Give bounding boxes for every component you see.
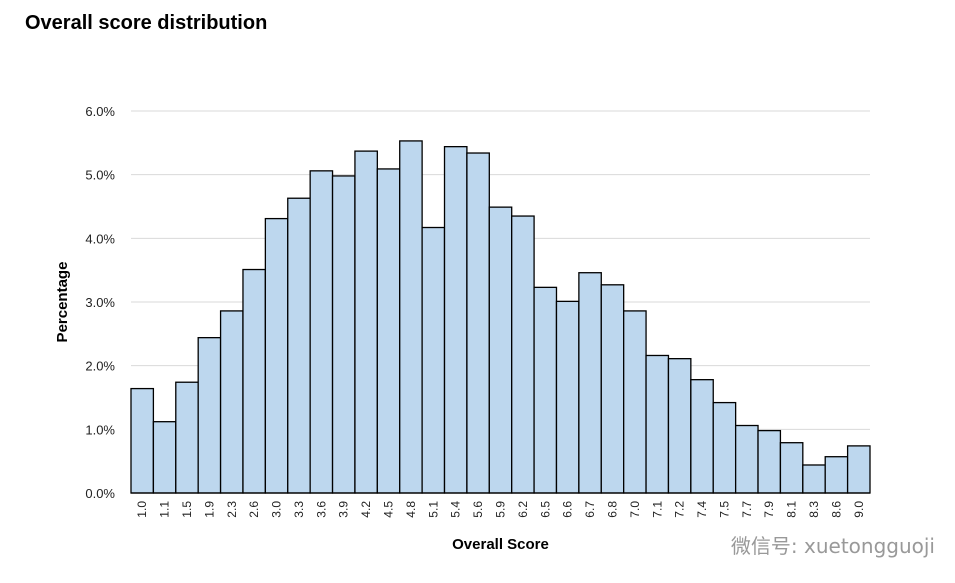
x-tick-label: 8.3	[807, 501, 821, 518]
bar-4.2	[354, 150, 378, 494]
y-tick-label: 4.0%	[85, 231, 115, 246]
bar-3.3	[287, 197, 311, 494]
bar-6.2	[511, 215, 535, 494]
x-tick-label: 1.1	[158, 501, 172, 518]
bar-2.3	[219, 310, 244, 494]
bar-6.5	[533, 286, 558, 494]
x-tick-label: 7.2	[673, 501, 687, 518]
x-tick-label: 5.6	[471, 501, 485, 518]
bar-1.1	[152, 421, 177, 494]
bar-5.6	[466, 152, 490, 494]
x-tick-label: 1.9	[202, 501, 216, 518]
x-tick-label: 8.1	[785, 501, 799, 518]
watermark-text: 微信号: xuetongguoji	[730, 534, 935, 558]
x-tick-label: 7.9	[762, 501, 776, 518]
x-tick-label: 7.7	[740, 501, 754, 518]
x-tick-label: 2.3	[225, 501, 239, 518]
y-tick-labels: 0.0% 1.0% 2.0% 3.0% 4.0% 5.0% 6.0%	[85, 104, 115, 501]
bar-3.6	[309, 170, 334, 494]
x-tick-label: 9.0	[852, 501, 866, 518]
bars	[130, 140, 871, 494]
bar-7.5	[712, 401, 737, 494]
y-axis-label: Percentage	[54, 262, 71, 343]
x-tick-label: 4.5	[382, 501, 396, 518]
bar-7.7	[734, 424, 759, 494]
x-tick-label: 3.0	[270, 501, 284, 518]
bar-7.9	[757, 429, 782, 494]
bar-6.8	[600, 284, 625, 494]
x-tick-label: 6.7	[583, 501, 597, 518]
x-tick-label: 7.4	[695, 501, 709, 518]
bar-5.1	[421, 226, 446, 494]
bar-8.6	[824, 456, 849, 494]
y-tick-label: 5.0%	[85, 168, 115, 183]
x-tick-label: 3.6	[314, 501, 328, 518]
x-tick-label: 5.9	[494, 501, 508, 518]
bar-8.1	[779, 442, 804, 494]
bar-8.3	[802, 464, 826, 494]
bar-9.0	[846, 445, 871, 494]
bar-7.4	[690, 379, 714, 494]
bar-6.6	[555, 300, 580, 494]
x-tick-label: 1.0	[135, 501, 149, 518]
y-tick-label: 2.0%	[85, 359, 115, 374]
bar-2.6	[242, 268, 267, 494]
x-tick-label: 2.6	[247, 501, 261, 518]
bar-1.0	[130, 387, 155, 494]
x-tick-labels: 1.0 1.1 1.5 1.9 2.3 2.6 3.0 3.3 3.6 3.9 4.2 4.5 4.8 5…	[135, 501, 866, 518]
bar-5.9	[488, 206, 513, 494]
x-axis-label: Overall Score	[452, 536, 549, 553]
bar-4.5	[376, 168, 401, 494]
x-tick-label: 1.5	[180, 501, 194, 518]
x-tick-label: 5.4	[449, 501, 463, 518]
bar-1.9	[197, 337, 222, 494]
x-tick-label: 8.6	[829, 501, 843, 518]
y-tick-label: 0.0%	[85, 486, 115, 501]
bar-1.5	[175, 381, 199, 494]
x-tick-label: 7.1	[650, 501, 664, 518]
y-tick-label: 1.0%	[85, 422, 115, 437]
x-tick-label: 6.8	[605, 501, 619, 518]
bar-3.0	[264, 217, 289, 494]
x-tick-label: 6.5	[538, 501, 552, 518]
x-tick-label: 5.1	[426, 501, 440, 518]
bar-7.2	[667, 358, 692, 494]
x-tick-label: 3.3	[292, 501, 306, 518]
x-tick-label: 3.9	[337, 501, 351, 518]
x-tick-label: 4.8	[404, 501, 418, 518]
bar-6.7	[578, 272, 602, 494]
x-tick-label: 4.2	[359, 501, 373, 518]
bar-5.4	[443, 146, 468, 494]
x-tick-label: 6.2	[516, 501, 530, 518]
x-tick-label: 7.0	[628, 501, 642, 518]
x-tick-label: 6.6	[561, 501, 575, 518]
chart-title: Overall score distribution	[25, 12, 268, 34]
y-tick-label: 6.0%	[85, 104, 115, 119]
y-tick-label: 3.0%	[85, 295, 115, 310]
x-tick-label: 7.5	[717, 501, 731, 518]
bar-4.8	[399, 140, 423, 494]
bar-7.1	[645, 354, 670, 494]
bar-3.9	[331, 175, 356, 494]
bar-7.0	[623, 310, 647, 494]
